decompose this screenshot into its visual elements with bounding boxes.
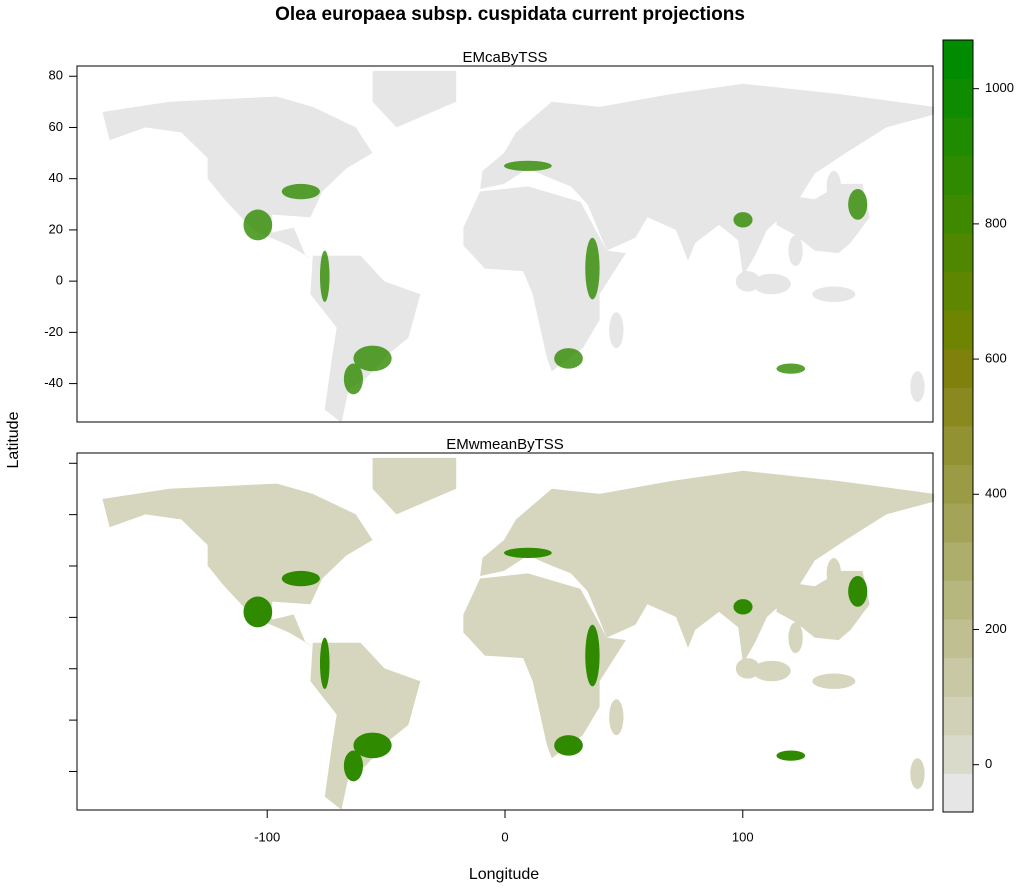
legend-tick-label: 400 xyxy=(985,486,1007,501)
legend-swatch xyxy=(943,310,973,350)
legend-swatch xyxy=(943,464,973,504)
x-axis-label: Longitude xyxy=(469,866,539,883)
legend-tick-label: 600 xyxy=(985,351,1007,366)
legend-swatch xyxy=(943,657,973,697)
panel-frame xyxy=(76,65,934,423)
legend-swatch xyxy=(943,426,973,466)
y-tick-label: 60 xyxy=(49,119,63,134)
legend-frame xyxy=(942,39,974,813)
panel-title: EMwmeanByTSS xyxy=(446,436,564,453)
legend-tick-label: 800 xyxy=(985,215,1007,230)
y-tick-label: -40 xyxy=(44,375,63,390)
legend-swatch xyxy=(943,155,973,195)
chart-title: Olea europaea subsp. cuspidata current p… xyxy=(275,4,745,25)
legend-swatch xyxy=(943,194,973,234)
x-tick-label: 0 xyxy=(501,829,508,844)
legend-swatch xyxy=(943,40,973,80)
x-tick-label: 100 xyxy=(732,829,754,844)
y-tick-label: 20 xyxy=(49,221,63,236)
legend-swatch xyxy=(943,387,973,427)
map-panel-1 xyxy=(102,70,935,423)
y-tick-label: -20 xyxy=(44,324,63,339)
map-panel-2 xyxy=(102,457,935,810)
legend-swatch xyxy=(943,773,973,813)
legend-tick-label: 200 xyxy=(985,621,1007,636)
y-tick-label: 80 xyxy=(49,68,63,83)
legend-swatch xyxy=(943,117,973,157)
legend-swatch xyxy=(943,78,973,118)
legend-swatch xyxy=(943,503,973,543)
legend-swatch xyxy=(943,348,973,388)
legend-swatch xyxy=(943,271,973,311)
legend-tick-label: 0 xyxy=(985,756,992,771)
legend-swatch xyxy=(943,734,973,774)
y-tick-label: 0 xyxy=(56,273,63,288)
legend-swatch xyxy=(943,233,973,273)
legend-swatch xyxy=(943,696,973,736)
legend-swatch xyxy=(943,541,973,581)
panel-title: EMcaByTSS xyxy=(462,49,547,66)
y-tick-label: 40 xyxy=(49,170,63,185)
x-tick-label: -100 xyxy=(254,829,280,844)
legend-swatch xyxy=(943,619,973,659)
legend-tick-label: 1000 xyxy=(985,80,1014,95)
y-axis-label: Latitude xyxy=(5,411,22,468)
legend-swatch xyxy=(943,580,973,620)
